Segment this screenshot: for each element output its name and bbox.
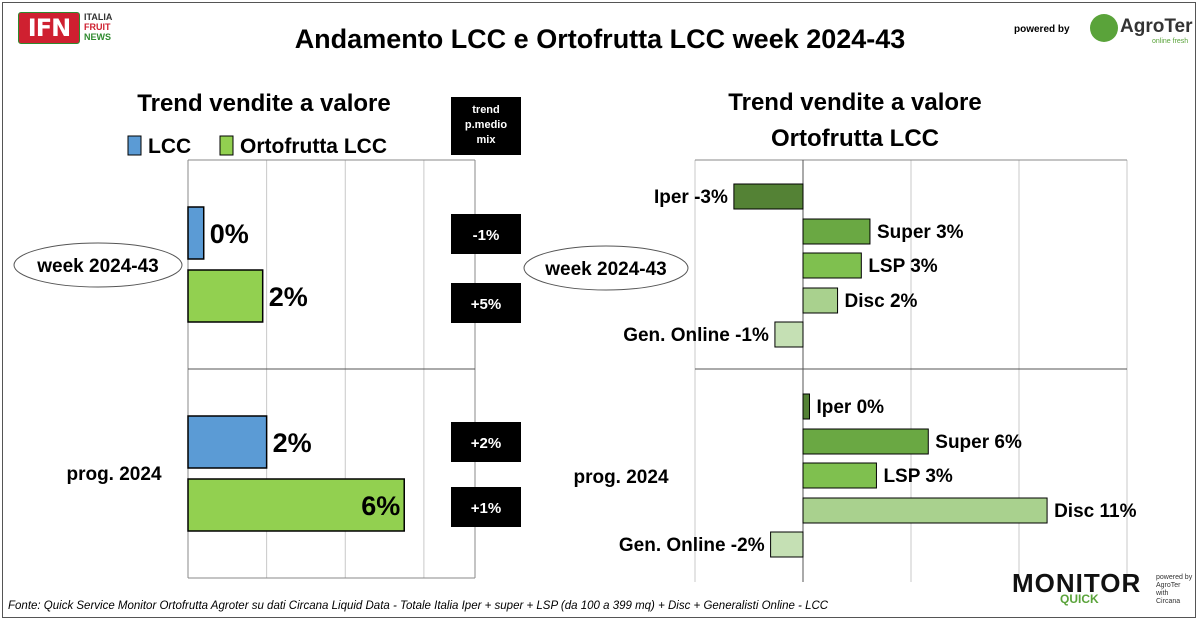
legend-swatch-lcc [127, 135, 142, 156]
data-label-right-1-0: Iper 0% [816, 397, 884, 418]
data-label-right-1-2: LSP 3% [883, 466, 952, 487]
data-label-right-0-0: Iper -3% [654, 187, 728, 208]
monitor-quick-sub: QUICK [1060, 592, 1099, 606]
mq-side-1: powered by [1156, 574, 1193, 581]
data-label-ortofrutta-1: 6% [361, 491, 400, 521]
bar-right-1-3 [802, 497, 1048, 524]
data-label-right-0-3: Disc 2% [845, 291, 918, 312]
data-label-right-0-1: Super 3% [877, 222, 964, 243]
side-table-header-2: mix [477, 134, 497, 146]
source-note: Fonte: Quick Service Monitor Ortofrutta … [8, 600, 829, 612]
side-table-cell-box [451, 283, 521, 323]
data-label-right-0-2: LSP 3% [868, 256, 937, 277]
agroter-logo: AgroTer [1120, 16, 1193, 37]
data-label-ortofrutta-0: 2% [269, 282, 308, 312]
legend-label-lcc: LCC [148, 135, 191, 158]
data-label-lcc-1: 2% [273, 428, 312, 458]
right-chart-title-2: Ortofrutta LCC [771, 125, 939, 152]
monitor-quick-side: powered by AgroTer with Circana [1156, 574, 1192, 606]
group-label-right-0: week 2024-43 [544, 259, 667, 280]
legend-label-ortofrutta: Ortofrutta LCC [240, 135, 387, 158]
bar-right-0-4 [774, 321, 804, 348]
data-label-right-1-4: Gen. Online -2% [619, 535, 765, 556]
agroter-tree-icon [1090, 14, 1118, 42]
group-label-oval-left [13, 242, 183, 288]
left-chart-title: Trend vendite a valore [137, 90, 390, 117]
right-chart-title-1: Trend vendite a valore [728, 89, 981, 116]
main-title: Andamento LCC e Ortofrutta LCC week 2024… [294, 24, 906, 54]
data-label-lcc-0: 0% [210, 219, 249, 249]
bar-right-0-2 [802, 252, 862, 279]
side-table-value-1-1: +1% [471, 500, 501, 517]
bar-lcc-1 [187, 415, 268, 469]
ifn-logo-text: ITALIA FRUIT NEWS [84, 12, 112, 42]
data-label-right-1-1: Super 6% [935, 432, 1022, 453]
side-table-value-0-0: -1% [473, 227, 500, 244]
side-table-cell-box [451, 422, 521, 462]
mq-side-4: Circana [1156, 598, 1181, 605]
group-label-left-0: week 2024-43 [36, 256, 159, 277]
bar-lcc-0 [187, 206, 205, 260]
bar-right-0-0 [733, 183, 804, 210]
data-label-right-1-3: Disc 11% [1054, 501, 1136, 522]
ifn-logo: IFN [18, 12, 80, 44]
bar-right-0-1 [802, 218, 871, 245]
side-table-value-0-1: +5% [471, 296, 501, 313]
legend-swatch-ortofrutta [219, 135, 234, 156]
group-label-oval-right [523, 245, 689, 291]
ifn-logo-line-3: NEWS [84, 32, 111, 42]
side-table-value-1-0: +2% [471, 435, 501, 452]
powered-by-label: powered by [1014, 24, 1070, 35]
bar-ortofrutta-0 [187, 269, 264, 323]
ifn-logo-line-1: ITALIA [84, 12, 113, 22]
ifn-logo-line-2: FRUIT [84, 22, 111, 32]
mq-side-3: with [1156, 590, 1169, 597]
bar-right-1-1 [802, 428, 929, 455]
bar-right-1-0 [802, 393, 810, 420]
group-label-right-1: prog. 2024 [573, 467, 668, 488]
data-label-right-0-4: Gen. Online -1% [623, 325, 769, 346]
side-table-cell-box [451, 487, 521, 527]
bar-right-1-4 [770, 531, 804, 558]
agroter-tagline: online fresh [1152, 38, 1189, 45]
side-table-header-1: p.medio [465, 119, 507, 131]
side-table-header-0: trend [472, 104, 500, 116]
bar-right-1-2 [802, 462, 877, 489]
monitor-quick-logo: MONITOR [1012, 568, 1142, 598]
group-label-left-1: prog. 2024 [66, 464, 161, 485]
side-table-cell-box [451, 214, 521, 254]
bar-ortofrutta-1 [187, 478, 405, 532]
side-table-header-box [451, 97, 521, 155]
bar-right-0-3 [802, 287, 839, 314]
mq-side-2: AgroTer [1156, 582, 1181, 589]
